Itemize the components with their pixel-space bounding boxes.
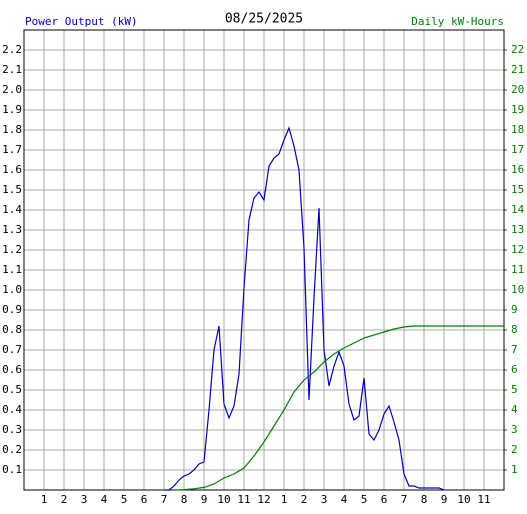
y2-tick-label: 21 (511, 63, 524, 76)
y2-tick-label: 9 (511, 303, 518, 316)
y-axis-title: Power Output (kW) (25, 15, 138, 28)
y2-tick-label: 18 (511, 123, 524, 136)
y-tick-label: 1.0 (2, 283, 22, 296)
y-tick-label: 1.3 (2, 223, 22, 236)
y2-tick-label: 15 (511, 183, 524, 196)
x-tick-label: 5 (361, 493, 368, 506)
y2-tick-label: 1 (511, 463, 518, 476)
x-tick-label: 3 (321, 493, 328, 506)
x-tick-label: 12 (257, 493, 270, 506)
x-tick-label: 9 (441, 493, 448, 506)
chart-title: 08/25/2025 (225, 12, 303, 27)
y-tick-label: 0.1 (2, 463, 22, 476)
x-tick-label: 7 (401, 493, 408, 506)
y-tick-label: 0.3 (2, 423, 22, 436)
y-tick-label: 1.9 (2, 103, 22, 116)
y2-tick-label: 8 (511, 323, 518, 336)
x-tick-label: 5 (121, 493, 128, 506)
y-tick-label: 0.7 (2, 343, 22, 356)
y2-tick-label: 10 (511, 283, 524, 296)
y-tick-label: 1.7 (2, 143, 22, 156)
y2-tick-label: 6 (511, 363, 518, 376)
y2-tick-label: 7 (511, 343, 518, 356)
y-tick-label: 0.9 (2, 303, 22, 316)
x-tick-label: 2 (301, 493, 308, 506)
x-tick-label: 1 (281, 493, 288, 506)
y2-tick-label: 4 (511, 403, 518, 416)
y-tick-label: 1.2 (2, 243, 22, 256)
y-tick-label: 1.6 (2, 163, 22, 176)
y2-tick-label: 11 (511, 263, 524, 276)
y-tick-label: 0.2 (2, 443, 22, 456)
plot-border (23, 29, 505, 491)
x-tick-label: 8 (421, 493, 428, 506)
series-line (173, 325, 504, 491)
x-tick-label: 10 (457, 493, 470, 506)
y2-tick-label: 20 (511, 83, 524, 96)
x-tick-label: 7 (161, 493, 168, 506)
y-tick-label: 0.8 (2, 323, 22, 336)
x-tick-label: 4 (341, 493, 348, 506)
y2-tick-label: 13 (511, 223, 524, 236)
x-tick-label: 11 (237, 493, 250, 506)
y2-tick-label: 5 (511, 383, 518, 396)
y-tick-label: 0.4 (2, 403, 22, 416)
y2-tick-label: 22 (511, 43, 524, 56)
series-line (164, 126, 445, 491)
y2-tick-label: 17 (511, 143, 524, 156)
x-tick-label: 1 (41, 493, 48, 506)
y2-tick-label: 12 (511, 243, 524, 256)
y2-axis-title: Daily kW-Hours (411, 15, 504, 28)
y2-tick-label: 16 (511, 163, 524, 176)
y2-tick-label: 14 (511, 203, 525, 216)
x-tick-label: 4 (101, 493, 108, 506)
y-tick-label: 1.4 (2, 203, 22, 216)
x-tick-label: 10 (217, 493, 230, 506)
y-tick-label: 1.1 (2, 263, 22, 276)
x-tick-label: 11 (477, 493, 490, 506)
x-tick-label: 6 (381, 493, 388, 506)
x-tick-label: 6 (141, 493, 148, 506)
y2-tick-label: 2 (511, 443, 518, 456)
y2-tick-label: 19 (511, 103, 524, 116)
x-tick-label: 9 (201, 493, 208, 506)
x-tick-label: 3 (81, 493, 88, 506)
x-tick-label: 2 (61, 493, 68, 506)
y-tick-label: 2.2 (2, 43, 22, 56)
y-tick-label: 2.1 (2, 63, 22, 76)
y-tick-label: 2.0 (2, 83, 22, 96)
x-tick-label: 8 (181, 493, 188, 506)
y-tick-label: 0.6 (2, 363, 22, 376)
y2-tick-label: 3 (511, 423, 518, 436)
y-tick-label: 0.5 (2, 383, 22, 396)
y-tick-label: 1.8 (2, 123, 22, 136)
y-tick-label: 1.5 (2, 183, 22, 196)
